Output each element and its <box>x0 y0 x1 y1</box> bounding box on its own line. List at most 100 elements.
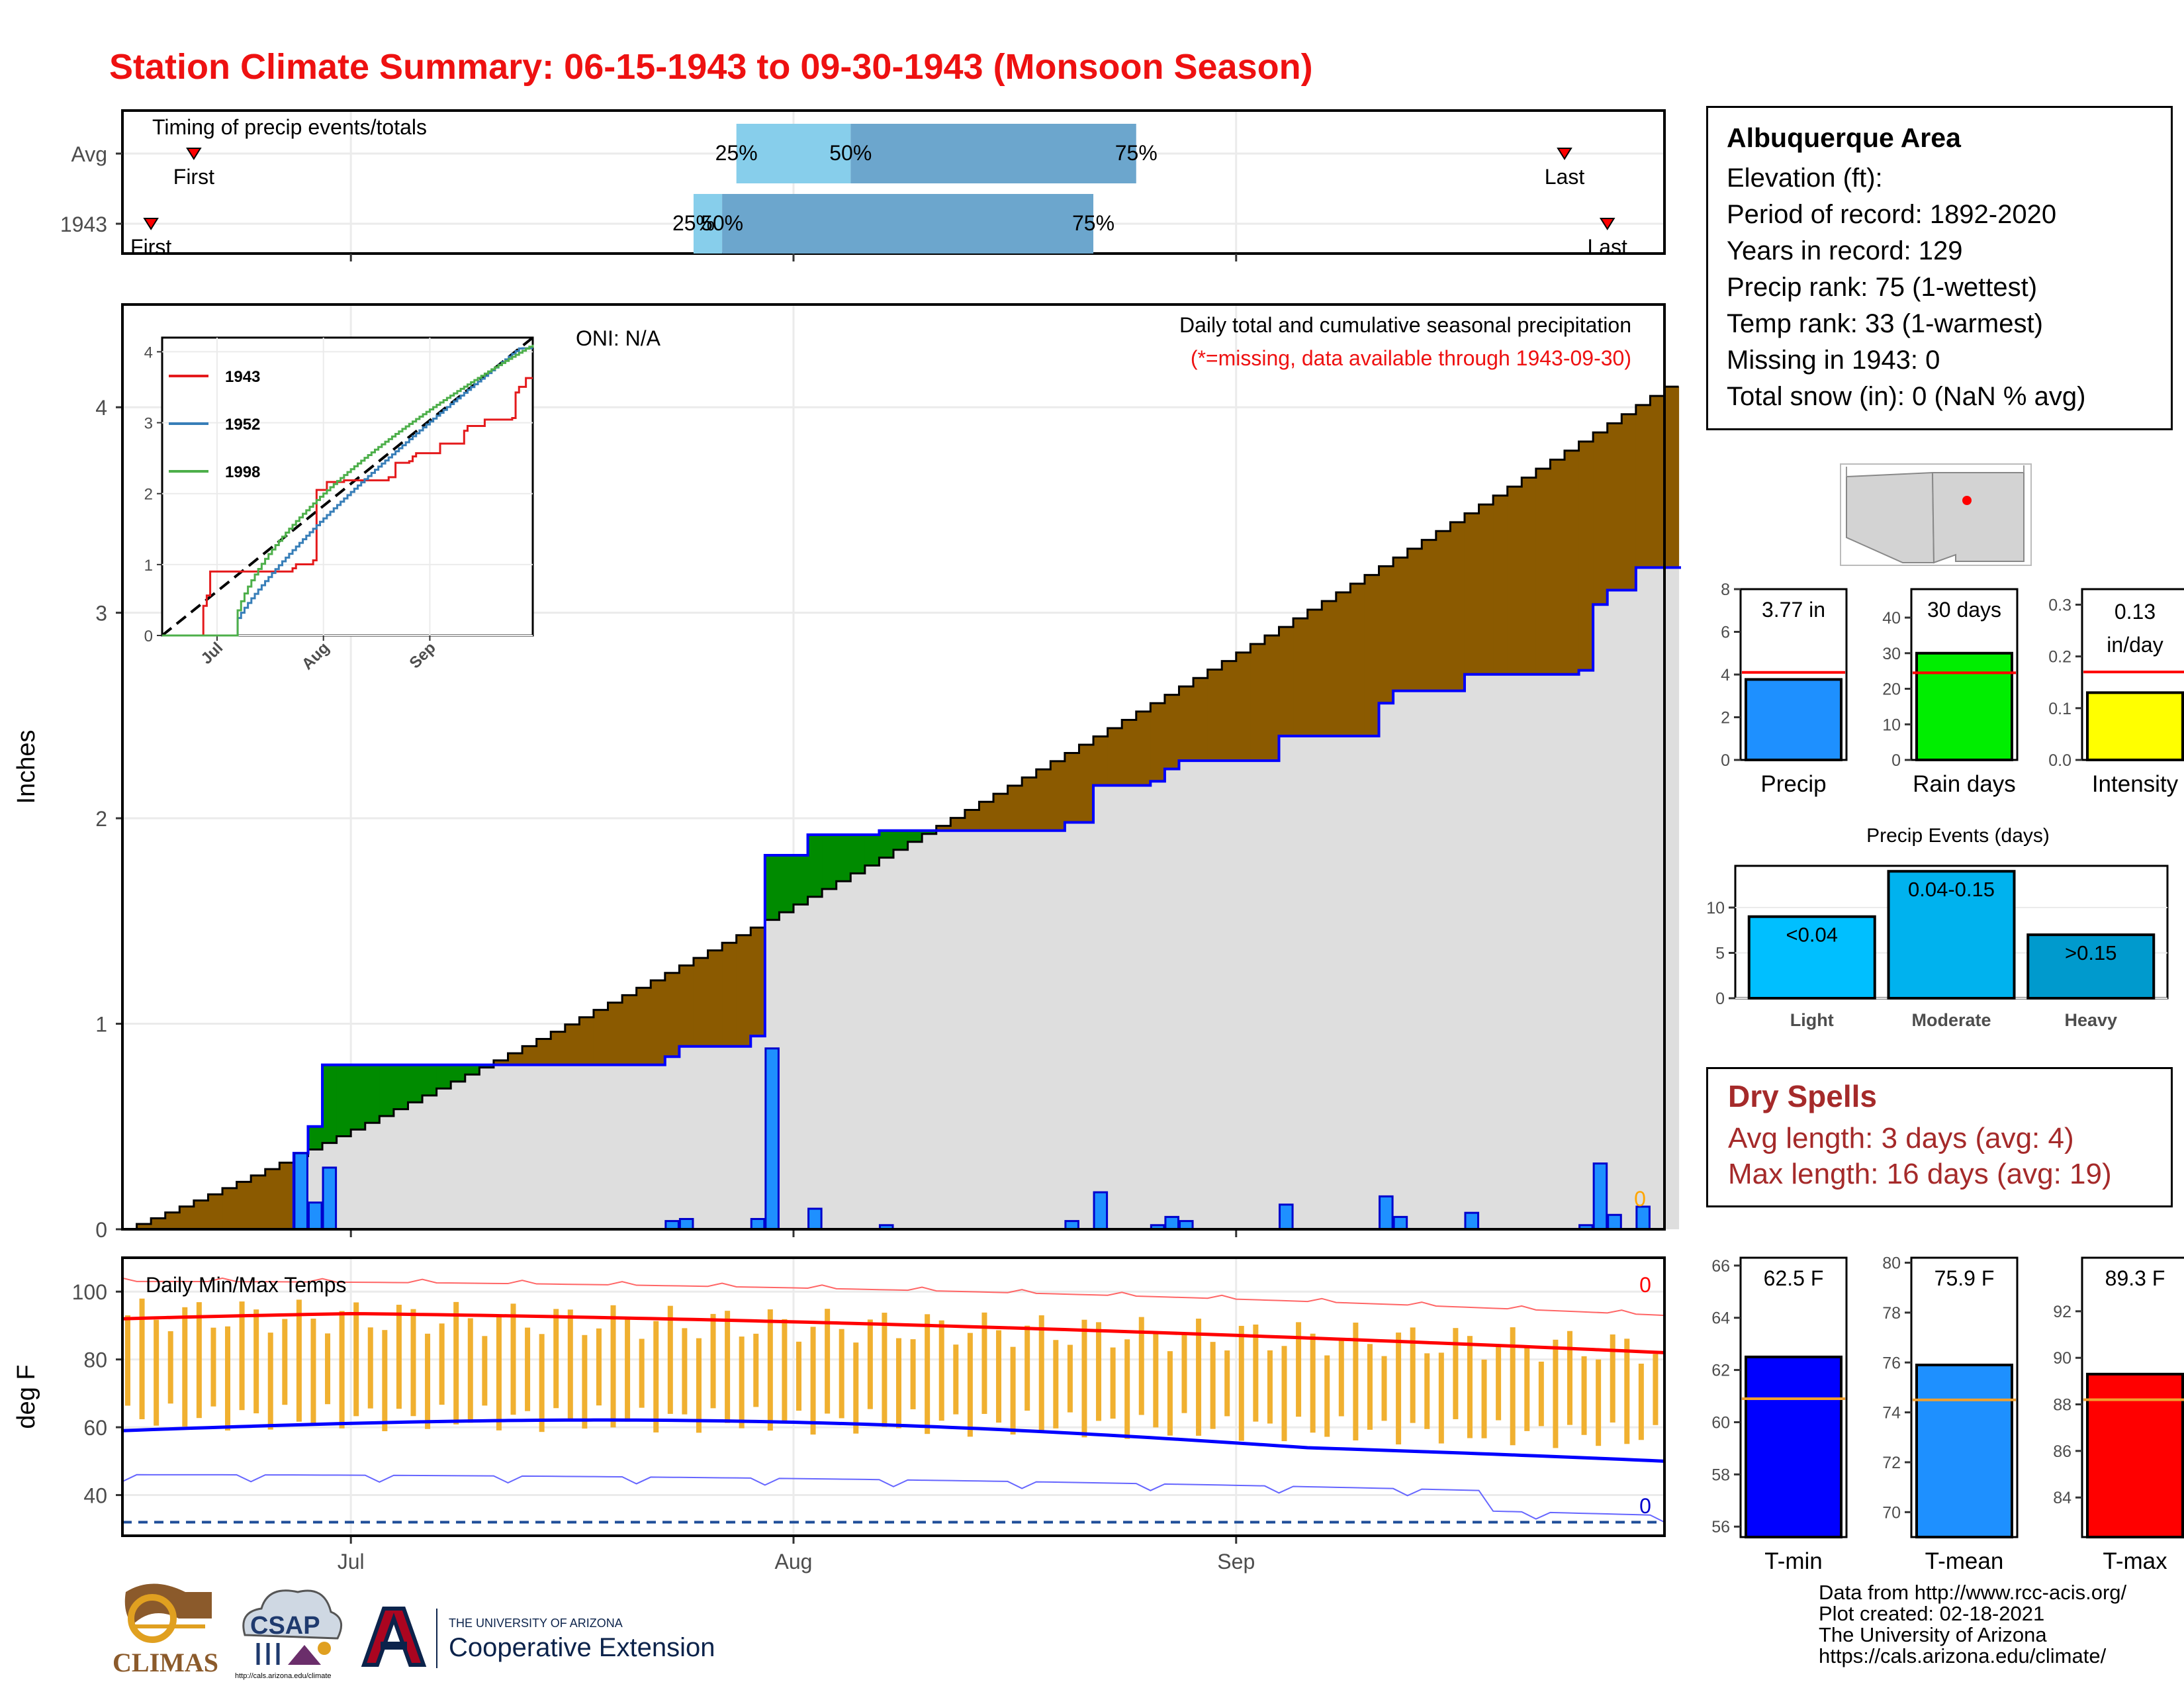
cumulative-fill <box>950 830 966 1229</box>
below-avg-fill <box>1079 745 1094 823</box>
daily-temp-bar <box>296 1299 302 1422</box>
cumulative-fill <box>922 833 937 1229</box>
main-ylabel: Inches <box>13 730 40 804</box>
cumulative-fill <box>393 1109 408 1229</box>
station-info-line: Years in record: 129 <box>1727 236 1963 265</box>
daily-precip-bar <box>1093 1191 1109 1231</box>
timing-bar-q50-q75 <box>722 194 1094 254</box>
cumulative-fill <box>479 1067 494 1229</box>
events-bar-range: >0.15 <box>2065 941 2116 964</box>
temp-plot-bg <box>122 1258 1664 1536</box>
below-avg-fill <box>1022 777 1037 831</box>
mini-chart-label: T-min <box>1764 1548 1823 1574</box>
cumulative-fill <box>1522 674 1537 1229</box>
cumulative-fill <box>1578 670 1594 1229</box>
cumulative-fill <box>1350 735 1365 1229</box>
mini-chart-value: 62.5 F <box>1764 1266 1824 1290</box>
missing-count: 0 <box>1634 1187 1646 1211</box>
above-avg-fill <box>893 830 909 850</box>
below-avg-fill <box>622 995 637 1065</box>
daily-temp-bar <box>1224 1350 1230 1417</box>
cumulative-fill <box>1593 604 1608 1229</box>
cumulative-fill <box>1150 781 1165 1229</box>
daily-temp-bar <box>467 1318 473 1423</box>
timing-first-label: First <box>130 235 171 259</box>
mini-chart-bar <box>2086 1372 2184 1538</box>
cumulative-fill <box>836 881 851 1229</box>
station-info-line: Precip rank: 75 (1-wettest) <box>1727 273 2038 302</box>
mini-chart-ytick-label: 2 <box>1721 709 1730 727</box>
above-avg-fill <box>807 834 823 897</box>
below-avg-fill <box>1264 635 1279 761</box>
cumulative-fill <box>779 912 794 1229</box>
cumulative-fill <box>379 1115 394 1229</box>
daily-temp-bar <box>1624 1338 1630 1444</box>
daily-temp-bar <box>1267 1350 1273 1424</box>
below-avg-fill <box>579 1017 594 1065</box>
daily-temp-bar <box>953 1344 959 1415</box>
cumulative-fill <box>1107 785 1122 1229</box>
daily-temp-bar <box>567 1309 573 1420</box>
cumulative-fill <box>651 1064 666 1229</box>
cumulative-fill <box>1550 674 1565 1229</box>
mini-chart-label: Rain days <box>1913 771 2016 797</box>
cumulative-fill <box>751 1036 766 1229</box>
below-avg-fill <box>1222 661 1237 761</box>
mini-chart-ytick-label: 0.2 <box>2048 648 2071 667</box>
cumulative-fill <box>736 1046 751 1229</box>
cumulative-fill <box>1650 567 1665 1229</box>
temp-ytick-label: 80 <box>83 1348 107 1372</box>
below-avg-fill <box>251 1175 266 1229</box>
credit-line: The University of Arizona <box>1819 1623 2047 1646</box>
cumulative-fill <box>593 1064 609 1229</box>
temp-ylabel: deg F <box>13 1364 40 1429</box>
cumulative-fill <box>508 1064 523 1229</box>
daily-temp-bar <box>1181 1332 1187 1413</box>
cumulative-fill <box>493 1064 508 1229</box>
events-bar <box>1747 915 1876 1000</box>
timing-q75-label: 75% <box>1115 141 1158 165</box>
avg-min-line <box>122 1418 1665 1463</box>
below-avg-fill <box>593 1009 609 1065</box>
daily-temp-bar <box>1653 1354 1659 1425</box>
daily-temp-bar <box>167 1331 173 1404</box>
cumulative-fill <box>1493 674 1508 1229</box>
cumulative-fill <box>1379 703 1394 1229</box>
cumulative-fill <box>807 896 823 1229</box>
mini-chart-ytick-label: 76 <box>1882 1354 1901 1372</box>
below-avg-fill <box>1064 753 1079 823</box>
below-avg-fill <box>1664 387 1680 568</box>
below-avg-fill <box>1007 785 1023 831</box>
below-avg-fill <box>522 1046 537 1065</box>
daily-temp-bar <box>782 1319 788 1421</box>
below-avg-fill <box>508 1053 523 1065</box>
state-new-mexico <box>1931 472 2025 564</box>
cumulative-fill <box>565 1064 580 1229</box>
daily-precip-bar <box>322 1166 338 1231</box>
daily-precip-bar <box>307 1201 323 1231</box>
daily-precip-bar <box>1279 1203 1294 1231</box>
cumulative-fill <box>1507 674 1522 1229</box>
daily-temp-bar <box>125 1315 130 1406</box>
inset-ytick-label: 2 <box>144 486 153 504</box>
timing-q75-label: 75% <box>1072 211 1115 235</box>
daily-temp-bar <box>439 1323 445 1405</box>
daily-temp-bar <box>739 1336 745 1429</box>
mini-chart-ytick-label: 0.3 <box>2048 596 2071 614</box>
daily-temp-bar <box>767 1309 773 1431</box>
temp-ytick-label: 60 <box>83 1416 107 1440</box>
page-title: Station Climate Summary: 06-15-1943 to 0… <box>109 47 1313 87</box>
cumulative-fill <box>636 1064 651 1229</box>
state-border-north <box>1846 465 2025 477</box>
observed-cumulative-line <box>122 566 1681 1231</box>
temp-xtick-label: Aug <box>775 1550 813 1573</box>
main-ytick-label: 1 <box>95 1013 107 1037</box>
below-avg-fill <box>551 1031 566 1065</box>
timing-bar-q50-q75 <box>850 124 1136 183</box>
timing-first-marker <box>143 218 159 230</box>
cumulative-fill <box>436 1088 451 1229</box>
daily-temp-bar <box>1553 1339 1559 1448</box>
daily-precip-bar <box>1592 1162 1608 1231</box>
temp-max-missing: 0 <box>1639 1273 1651 1297</box>
daily-temp-bar <box>610 1305 616 1428</box>
